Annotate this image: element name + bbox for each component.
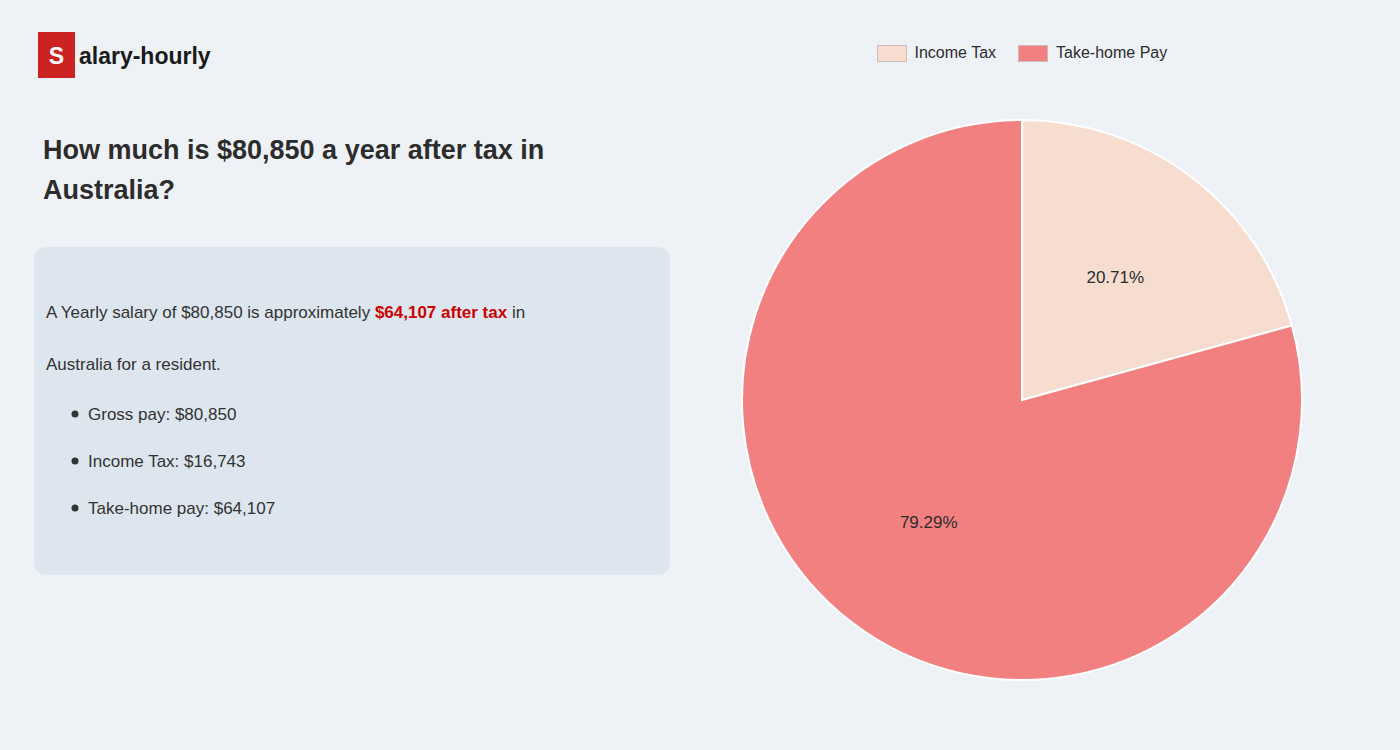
body-text: $64,107 after tax: [375, 303, 508, 322]
bullet-dot: [72, 411, 79, 418]
legend-swatch: [877, 45, 907, 62]
legend-swatch: [1018, 45, 1048, 62]
bullet-text: Gross pay: $80,850: [88, 405, 236, 424]
body-line: Australia for a resident.: [46, 355, 221, 374]
bullet-text: Take-home pay: $64,107: [88, 499, 275, 518]
body-line: A Yearly salary of $80,850 is approximat…: [46, 303, 525, 322]
legend-item: Take-home Pay: [1018, 44, 1167, 62]
bullet-dot: [72, 458, 79, 465]
title-line: How much is $80,850 a year after tax in: [43, 135, 544, 165]
logo-box: [38, 32, 75, 78]
body-text: in: [507, 303, 525, 322]
logo-letter: S: [49, 43, 64, 69]
logo-text: alary-hourly: [79, 43, 211, 69]
title-line: Australia?: [43, 175, 175, 205]
bullet-dot: [72, 505, 79, 512]
background: [0, 0, 1400, 750]
data-label: 20.71%: [1086, 268, 1144, 287]
legend-item: Income Tax: [877, 44, 997, 62]
bullet-text: Income Tax: $16,743: [88, 452, 246, 471]
pie: [742, 120, 1302, 680]
pie-slice: [742, 120, 1302, 680]
body-text: A Yearly salary of $80,850 is approximat…: [46, 303, 375, 322]
legend: Income Tax Take-home Pay: [877, 44, 1168, 62]
data-label: 79.29%: [900, 513, 958, 532]
info-box: [34, 247, 670, 575]
legend-label: Take-home Pay: [1056, 44, 1167, 62]
legend-label: Income Tax: [915, 44, 997, 62]
title: How much is $80,850 a year after tax in A…: [43, 135, 544, 205]
